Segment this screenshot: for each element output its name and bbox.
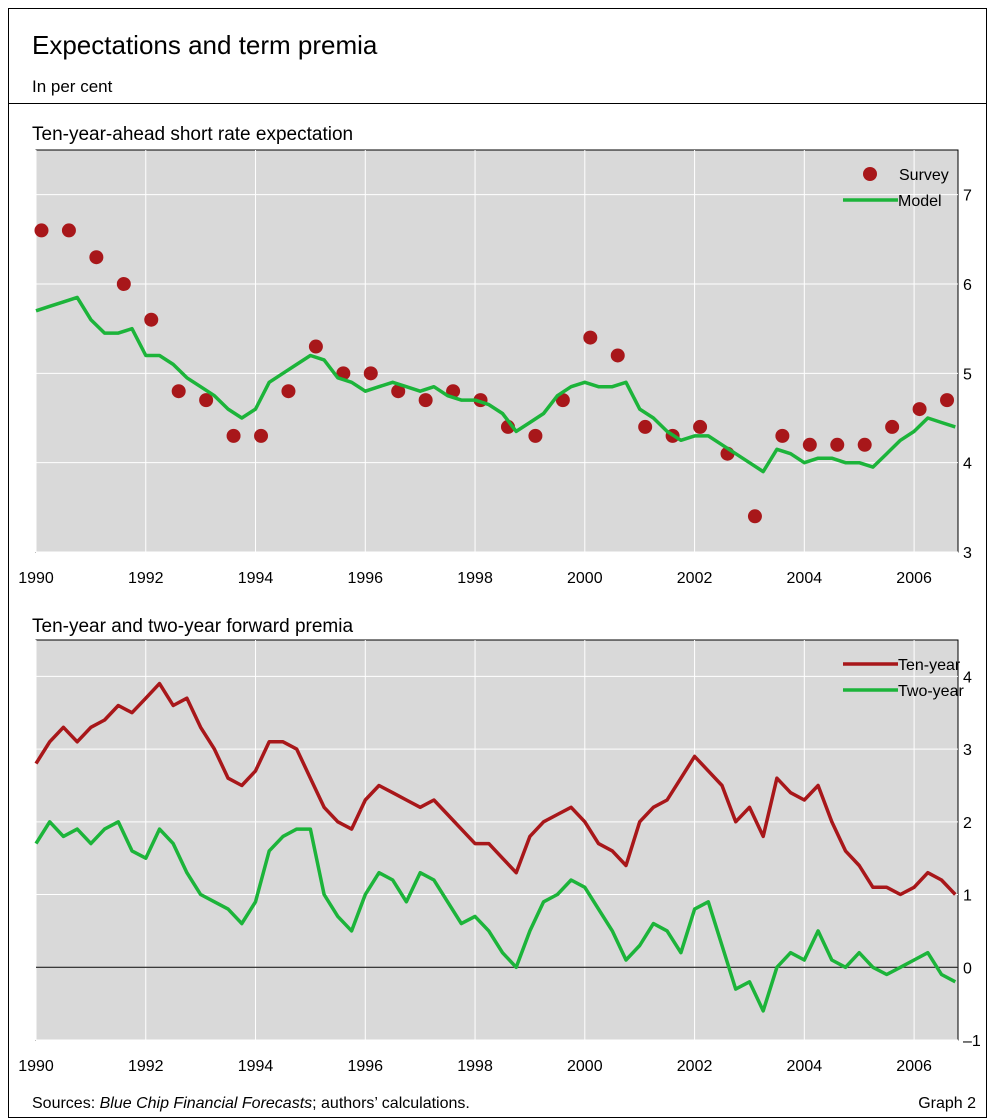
survey-point [610,348,625,363]
y-tick-label: 4 [963,669,972,686]
y-tick-label: 7 [963,188,972,205]
y-tick-label: 5 [963,366,972,383]
survey-point [116,277,131,291]
survey-point [308,339,323,354]
source-note: Sources: Blue Chip Financial Forecasts; … [32,1095,470,1112]
x-tick-label: 1996 [347,570,383,587]
series-line [34,681,957,897]
survey-point [226,428,241,443]
x-tick-label: 2006 [896,1058,932,1075]
x-tick-label: 1996 [347,1058,383,1075]
x-tick-label: 2004 [787,1058,823,1075]
legend-label: Survey [899,167,949,184]
survey-point [638,419,653,434]
x-tick-label: 1992 [128,1058,164,1075]
legend-marker [863,167,877,181]
x-tick-label: 1990 [18,1058,54,1075]
page-title: Expectations and term premia [32,30,378,60]
survey-point [940,393,955,408]
survey-point [171,384,186,399]
y-tick-label: 3 [963,742,972,759]
survey-point [391,384,406,399]
source-prefix: Sources: [32,1095,100,1112]
source-publication: Blue Chip Financial Forecasts [100,1095,313,1112]
survey-point [555,393,570,408]
survey-point [775,428,790,443]
y-tick-label: –1 [963,1033,981,1050]
x-tick-label: 2000 [567,570,603,587]
survey-point [912,402,927,417]
plot-area [35,149,959,553]
survey-point [89,250,104,265]
y-tick-label: 6 [963,277,972,294]
x-tick-label: 2004 [787,570,823,587]
chart-title: Ten-year and two-year forward premia [32,616,353,637]
page-subtitle: In per cent [32,77,113,96]
x-tick-label: 1998 [457,1058,493,1075]
survey-point [885,419,900,434]
x-tick-label: 1994 [238,570,274,587]
survey-point [34,223,49,238]
survey-point [254,428,269,443]
x-tick-label: 2002 [677,570,713,587]
series-line [35,295,956,474]
source-suffix: ; authors’ calculations. [312,1095,470,1112]
x-tick-label: 1992 [128,570,164,587]
series-line [34,820,957,1013]
survey-point [199,393,214,408]
x-tick-label: 1998 [457,570,493,587]
x-tick-label: 1994 [238,1058,274,1075]
legend-label: Ten-year [898,657,961,674]
survey-point [61,223,76,238]
y-tick-label: 4 [963,456,972,473]
y-tick-label: 0 [963,960,972,977]
x-tick-label: 2006 [896,570,932,587]
x-tick-label: 1990 [18,570,54,587]
survey-point [830,437,845,452]
legend-label: Two-year [898,683,964,700]
y-tick-label: 2 [963,815,972,832]
survey-point [144,312,159,327]
graph-label: Graph 2 [918,1095,976,1112]
y-tick-label: 1 [963,888,972,905]
survey-point [583,330,598,345]
legend-label: Model [898,193,942,210]
x-tick-label: 2002 [677,1058,713,1075]
y-tick-label: 3 [963,545,972,562]
survey-point [418,393,433,408]
plot-area [35,639,959,1041]
x-tick-label: 2000 [567,1058,603,1075]
survey-point [857,437,872,452]
survey-point [693,419,708,434]
survey-point [363,366,378,381]
survey-point [528,428,543,443]
chart-title: Ten-year-ahead short rate expectation [32,124,353,145]
survey-point [747,509,762,524]
survey-point [802,437,817,452]
survey-point [281,384,296,399]
